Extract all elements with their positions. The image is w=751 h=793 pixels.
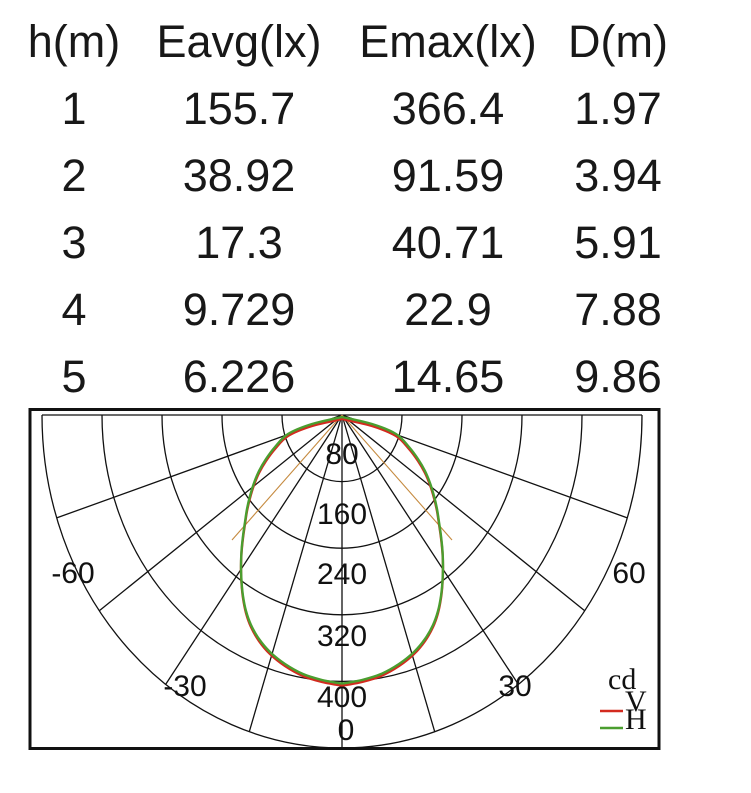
svg-text:30: 30	[498, 670, 531, 703]
svg-text:-60: -60	[51, 557, 94, 590]
svg-text:60: 60	[612, 557, 645, 590]
svg-text:160: 160	[317, 498, 367, 531]
svg-text:H: H	[625, 703, 647, 736]
svg-text:-30: -30	[163, 670, 206, 703]
svg-text:240: 240	[317, 558, 367, 591]
svg-text:80: 80	[325, 438, 358, 471]
svg-text:0: 0	[338, 714, 355, 747]
svg-text:320: 320	[317, 620, 367, 653]
